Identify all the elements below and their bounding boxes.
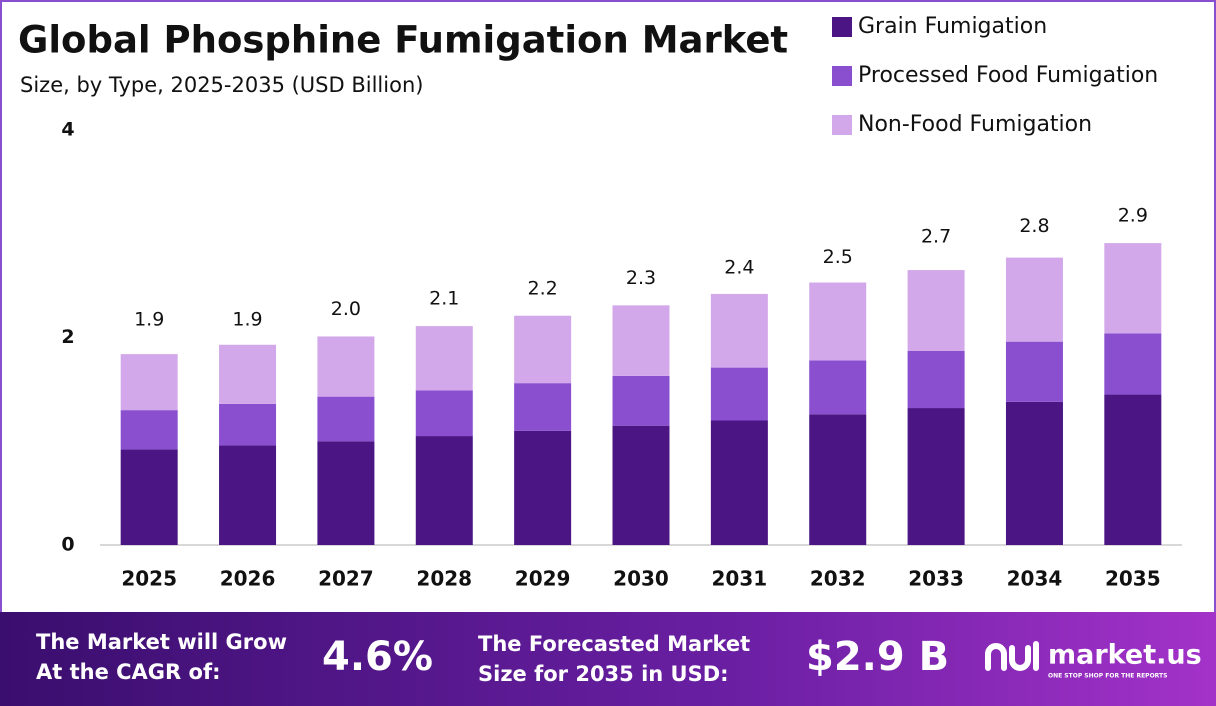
legend-swatch	[832, 17, 852, 37]
legend-label: Non-Food Fumigation	[858, 112, 1092, 137]
bar-segment	[317, 336, 375, 397]
cagr-text: At the CAGR of:	[36, 660, 221, 684]
bar-segment	[1104, 394, 1162, 545]
bar-segment	[809, 414, 867, 545]
bar-segment	[415, 390, 473, 437]
x-tick-label: 2034	[1007, 567, 1063, 591]
bar-segment	[514, 315, 572, 384]
bar-segment	[415, 326, 473, 391]
bar-segment	[120, 449, 178, 545]
value-label: 2.0	[331, 298, 361, 320]
x-tick-label: 2030	[613, 567, 669, 591]
x-tick-label: 2026	[220, 567, 276, 591]
x-tick-label: 2025	[121, 567, 177, 591]
bar-segment	[1005, 257, 1063, 342]
bar-segment	[710, 367, 768, 421]
value-label: 1.9	[134, 308, 164, 330]
forecast-value: $2.9 B	[806, 634, 949, 680]
bar-segment	[120, 410, 178, 450]
bar-segment	[809, 360, 867, 415]
x-tick-label: 2031	[712, 567, 768, 591]
bar-segment	[415, 436, 473, 545]
y-tick-label: 4	[61, 119, 74, 141]
brand-tagline: ONE STOP SHOP FOR THE REPORTS	[1048, 673, 1167, 680]
bar-segment	[907, 270, 965, 351]
bar-segment	[317, 441, 375, 545]
x-tick-label: 2035	[1105, 567, 1161, 591]
brand-logo	[985, 641, 1039, 671]
bar-segment	[219, 445, 277, 545]
bar-segment	[317, 396, 375, 442]
forecast-text: The Forecasted Market	[478, 632, 750, 656]
legend-label: Processed Food Fumigation	[858, 63, 1158, 88]
bar-segment	[514, 430, 572, 545]
bar-segment	[1005, 341, 1063, 402]
cagr-value: 4.6%	[322, 634, 433, 680]
bar-segment	[612, 375, 670, 426]
value-label: 2.7	[921, 225, 951, 247]
value-label: 2.1	[429, 288, 459, 310]
bar-segment	[710, 420, 768, 545]
bar-segment	[907, 350, 965, 409]
chart-subtitle: Size, by Type, 2025-2035 (USD Billion)	[20, 73, 423, 97]
bar-segment	[120, 354, 178, 411]
forecast-text: Size for 2035 in USD:	[478, 662, 729, 686]
bar-segment	[710, 293, 768, 368]
x-tick-label: 2027	[318, 567, 374, 591]
legend-swatch	[832, 115, 852, 135]
value-label: 2.2	[528, 277, 558, 299]
value-label: 2.8	[1019, 215, 1049, 237]
bar-segment	[514, 383, 572, 431]
value-label: 2.9	[1118, 205, 1148, 227]
legend-label: Grain Fumigation	[858, 14, 1047, 39]
value-label: 1.9	[232, 308, 262, 330]
bar-segment	[219, 403, 277, 446]
bar-segment	[219, 344, 277, 404]
x-tick-label: 2033	[908, 567, 964, 591]
value-label: 2.5	[823, 246, 853, 268]
bar-segment	[612, 425, 670, 545]
x-tick-label: 2032	[810, 567, 866, 591]
cagr-text: The Market will Grow	[36, 630, 287, 654]
brand-name: market.us	[1048, 640, 1202, 671]
legend-swatch	[832, 66, 852, 86]
bar-segment	[1104, 243, 1162, 334]
chart-title: Global Phosphine Fumigation Market	[18, 19, 788, 62]
value-label: 2.3	[626, 267, 656, 289]
bar-segment	[809, 282, 867, 361]
value-label: 2.4	[724, 257, 754, 279]
x-tick-label: 2028	[416, 567, 472, 591]
bar-segment	[612, 305, 670, 376]
x-tick-label: 2029	[515, 567, 571, 591]
bar-segment	[1005, 401, 1063, 545]
y-tick-label: 0	[61, 534, 74, 556]
bar-segment	[1104, 333, 1162, 395]
y-tick-label: 2	[61, 326, 74, 348]
bar-segment	[907, 408, 965, 545]
